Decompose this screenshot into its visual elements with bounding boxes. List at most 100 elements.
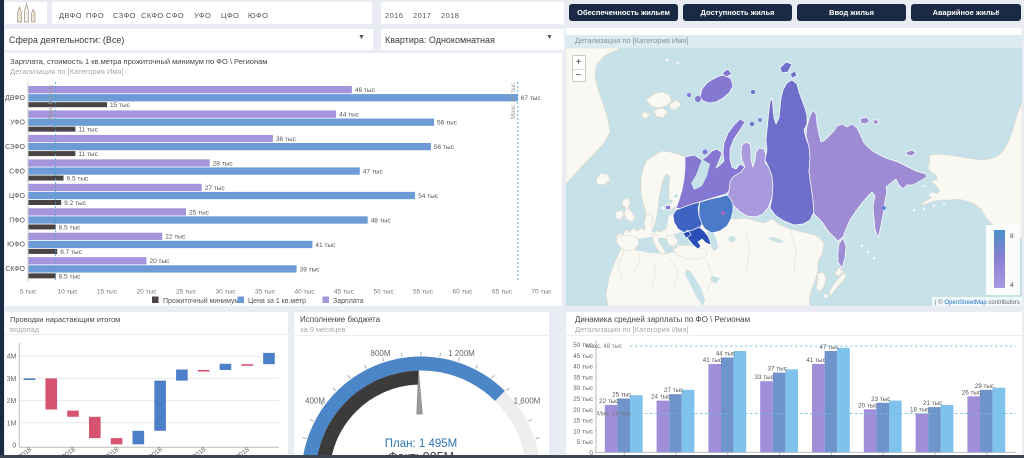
svg-text:22 тыс: 22 тыс xyxy=(165,234,186,241)
svg-text:8.5 тыс: 8.5 тыс xyxy=(59,273,81,280)
svg-text:20 тыс: 20 тыс xyxy=(150,258,171,265)
svg-text:800M: 800M xyxy=(371,349,391,358)
svg-text:41 тыс: 41 тыс xyxy=(806,357,825,364)
svg-text:СЗФО: СЗФО xyxy=(5,144,25,151)
svg-text:Макс: 67 тыс: Макс: 67 тыс xyxy=(511,83,517,119)
svg-text:33 тыс: 33 тыс xyxy=(755,374,774,381)
svg-text:46 тыс: 46 тыс xyxy=(355,87,376,94)
svg-text:3M: 3M xyxy=(7,376,17,383)
svg-text:20 тыс: 20 тыс xyxy=(858,402,877,409)
svg-text:25 тыс: 25 тыс xyxy=(189,209,210,216)
svg-text:1M: 1M xyxy=(7,420,17,427)
svg-text:44 тыс: 44 тыс xyxy=(716,350,735,357)
svg-text:45 тыс: 45 тыс xyxy=(573,353,594,360)
svg-text:47 тыс: 47 тыс xyxy=(819,344,838,351)
svg-text:36 тыс: 36 тыс xyxy=(276,136,297,143)
svg-text:8: 8 xyxy=(1010,233,1014,240)
svg-text:План: 1 495М: План: 1 495М xyxy=(385,438,457,450)
svg-text:29 тыс: 29 тыс xyxy=(975,383,994,390)
svg-text:26 тыс: 26 тыс xyxy=(962,389,981,396)
svg-text:2018: 2018 xyxy=(61,446,77,455)
svg-text:23 тыс: 23 тыс xyxy=(871,396,890,403)
svg-text:22 тыс: 22 тыс xyxy=(599,398,618,405)
svg-text:37 тыс: 37 тыс xyxy=(768,366,787,373)
svg-text:27 тыс: 27 тыс xyxy=(205,185,226,192)
svg-text:ЦФО: ЦФО xyxy=(9,193,26,200)
svg-text:30 тыс: 30 тыс xyxy=(573,385,594,392)
svg-text:400M: 400M xyxy=(305,397,325,406)
svg-text:35 тыс: 35 тыс xyxy=(255,289,276,296)
svg-text:21 тыс: 21 тыс xyxy=(923,400,942,407)
svg-text:2018: 2018 xyxy=(235,446,251,455)
svg-text:60 тыс: 60 тыс xyxy=(453,289,474,296)
svg-text:УФО: УФО xyxy=(10,119,26,126)
svg-text:48 тыс: 48 тыс xyxy=(371,217,392,224)
svg-text:41 тыс: 41 тыс xyxy=(703,357,722,364)
svg-text:28 тыс: 28 тыс xyxy=(213,160,234,167)
svg-text:10 тыс: 10 тыс xyxy=(58,289,79,296)
svg-text:11 тыс: 11 тыс xyxy=(78,151,98,158)
svg-text:25 тыс: 25 тыс xyxy=(176,289,197,296)
svg-text:| © OpenStreetMap contributors: | © OpenStreetMap contributors xyxy=(935,299,1020,306)
svg-text:24 тыс: 24 тыс xyxy=(651,394,670,401)
svg-text:Факт: 985М: Факт: 985М xyxy=(388,450,454,455)
svg-text:25 тыс: 25 тыс xyxy=(573,396,594,403)
svg-text:15 тыс: 15 тыс xyxy=(110,102,131,109)
svg-text:25 тыс: 25 тыс xyxy=(612,391,631,398)
svg-text:50 тыс: 50 тыс xyxy=(374,289,395,296)
svg-text:0: 0 xyxy=(589,450,593,455)
svg-text:2018: 2018 xyxy=(192,446,208,455)
svg-text:2M: 2M xyxy=(7,398,17,405)
svg-text:55 тыс: 55 тыс xyxy=(413,289,434,296)
svg-text:44 тыс: 44 тыс xyxy=(339,111,360,118)
svg-text:9.2 тыс: 9.2 тыс xyxy=(64,200,86,207)
svg-text:54 тыс: 54 тыс xyxy=(418,193,439,200)
svg-text:30 тыс: 30 тыс xyxy=(216,289,237,296)
svg-text:20 тыс: 20 тыс xyxy=(573,407,594,414)
svg-text:Мин. 18 тыс: Мин. 18 тыс xyxy=(597,412,630,418)
svg-text:5 тыс: 5 тыс xyxy=(20,289,37,296)
svg-text:4: 4 xyxy=(1010,282,1014,289)
svg-text:47 тыс: 47 тыс xyxy=(363,168,384,175)
svg-text:56 тыс: 56 тыс xyxy=(434,144,455,151)
svg-text:41 тыс: 41 тыс xyxy=(315,242,336,249)
svg-text:40 тыс: 40 тыс xyxy=(295,289,316,296)
svg-text:39 тыс: 39 тыс xyxy=(300,266,321,273)
svg-text:СКФО: СКФО xyxy=(5,266,25,273)
svg-text:15 тыс: 15 тыс xyxy=(97,289,118,296)
svg-text:2018: 2018 xyxy=(17,446,33,455)
svg-text:67 тыс: 67 тыс xyxy=(521,95,542,102)
svg-text:10 тыс: 10 тыс xyxy=(573,428,594,435)
svg-text:18 тыс: 18 тыс xyxy=(910,407,929,414)
svg-text:35 тыс: 35 тыс xyxy=(573,374,594,381)
svg-text:9.5 тыс: 9.5 тыс xyxy=(67,176,89,183)
svg-text:4M: 4M xyxy=(7,354,17,361)
svg-text:ЮФО: ЮФО xyxy=(7,242,25,249)
svg-text:15 тыс: 15 тыс xyxy=(573,418,594,425)
svg-text:8.7 тыс: 8.7 тыс xyxy=(60,249,82,256)
svg-text:8.5 тыс: 8.5 тыс xyxy=(59,224,81,231)
svg-text:Мин: 8,5 тыс: Мин: 8,5 тыс xyxy=(49,84,55,119)
svg-text:56 тыс: 56 тыс xyxy=(437,120,458,127)
svg-text:65 тыс: 65 тыс xyxy=(492,289,513,296)
svg-text:45 тыс: 45 тыс xyxy=(334,289,355,296)
svg-text:1 200M: 1 200M xyxy=(448,349,475,358)
svg-text:2018: 2018 xyxy=(105,446,121,455)
svg-text:ПФО: ПФО xyxy=(9,217,25,224)
svg-text:70 тыс: 70 тыс xyxy=(532,289,553,296)
svg-text:Прожиточный минимум: Прожиточный минимум xyxy=(163,297,239,305)
svg-text:Зарплата: Зарплата xyxy=(333,298,364,305)
svg-text:СФО: СФО xyxy=(9,168,25,175)
svg-text:5 тыс: 5 тыс xyxy=(577,439,594,446)
svg-text:11 тыс: 11 тыс xyxy=(78,127,98,134)
svg-text:1 600M: 1 600M xyxy=(514,397,541,406)
svg-text:27 тыс: 27 тыс xyxy=(664,387,683,394)
svg-text:50 тыс: 50 тыс xyxy=(573,342,594,349)
svg-text:ДВФО: ДВФО xyxy=(5,95,25,102)
svg-text:2018: 2018 xyxy=(148,446,164,455)
svg-text:0: 0 xyxy=(12,443,16,450)
svg-text:40 тыс: 40 тыс xyxy=(573,364,594,371)
svg-text:Цена за 1 кв.метр: Цена за 1 кв.метр xyxy=(248,298,306,305)
svg-text:Макс. 48 тыс: Макс. 48 тыс xyxy=(586,344,622,350)
svg-text:20 тыс: 20 тыс xyxy=(137,289,158,296)
